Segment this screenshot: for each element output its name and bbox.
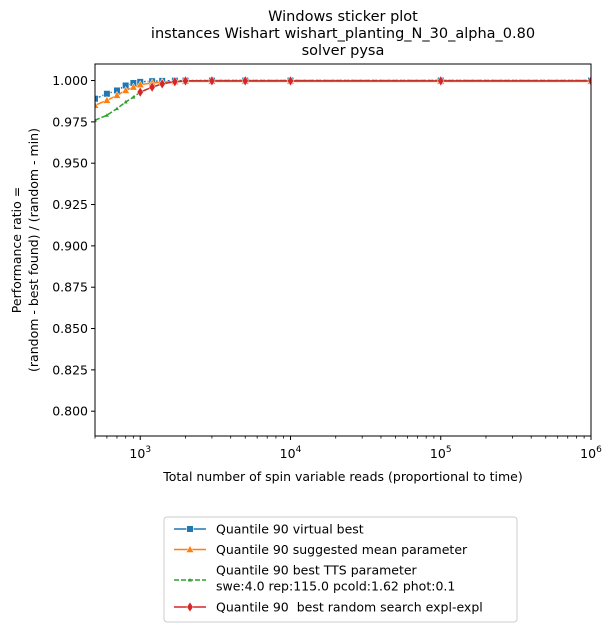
data-point <box>121 85 130 94</box>
legend: Quantile 90 virtual best Quantile 90 sugg… <box>163 516 518 623</box>
y-tick-label: 0.900 <box>52 238 88 253</box>
y-tick-label: 0.925 <box>52 197 88 212</box>
data-point <box>112 90 122 99</box>
x-tick-label: 106 <box>580 445 602 461</box>
data-point <box>148 81 156 93</box>
data-point <box>104 113 109 117</box>
x-tick-label: 105 <box>430 445 452 461</box>
legend-entry: Quantile 90 best random search expl-expl <box>216 600 483 615</box>
series-line <box>139 80 591 93</box>
data-point <box>102 95 112 104</box>
data-point <box>114 106 119 111</box>
legend-entry: Quantile 90 best TTS parameter <box>216 563 418 578</box>
chart-title-line: instances Wishart wishart_planting_N_30_… <box>151 26 535 42</box>
y-tick-label: 0.875 <box>52 280 88 295</box>
data-point <box>587 75 591 87</box>
legend-marker <box>186 601 194 613</box>
y-axis-label-line: (random - best found) / (random - min) <box>26 128 41 372</box>
legend-marker <box>186 525 194 533</box>
data-point <box>123 100 128 104</box>
x-axis: 103 104 105 106 <box>94 436 602 461</box>
series-line <box>95 79 591 121</box>
series-line <box>95 80 591 107</box>
data-point <box>131 95 136 99</box>
series-2 <box>95 76 591 109</box>
data-point <box>136 86 144 98</box>
y-axis-label-line: Performance ratio = <box>9 187 24 313</box>
data-point <box>171 76 179 88</box>
x-tick-label: 104 <box>280 445 302 461</box>
data-point <box>241 75 249 87</box>
y-tick-label: 0.825 <box>52 362 88 377</box>
data-point <box>95 100 100 109</box>
data-point <box>181 75 189 87</box>
data-point <box>437 75 445 87</box>
legend-box <box>163 516 518 623</box>
y-axis-label: Performance ratio = (random - best found)… <box>9 128 41 372</box>
plot-area-frame <box>94 63 592 437</box>
x-axis-label: Total number of spin variable reads (pro… <box>162 469 523 484</box>
data-point <box>158 78 166 90</box>
y-tick-label: 0.975 <box>52 114 88 129</box>
legend-entry: Quantile 90 virtual best <box>216 522 364 537</box>
legend-entry: Quantile 90 suggested mean parameter <box>216 542 468 557</box>
data-point <box>129 82 138 91</box>
legend-entry-detail: swe:4.0 rep:115.0 pcold:1.62 phot:0.1 <box>216 579 455 594</box>
legend-marker <box>185 544 195 553</box>
chart-title-line: solver pysa <box>302 43 385 59</box>
x-tick-label: 103 <box>129 445 151 461</box>
y-tick-label: 0.850 <box>52 321 88 336</box>
series-4 <box>136 75 591 98</box>
legend-marker <box>188 578 192 582</box>
data-point <box>286 75 294 87</box>
y-tick-label: 0.800 <box>52 404 88 419</box>
y-tick-label: 1.000 <box>52 73 88 88</box>
data-point <box>208 75 216 87</box>
y-axis: 0.800 0.825 0.850 0.875 0.900 0.925 0.950 0.975… <box>52 73 95 419</box>
chart-title-line: Windows sticker plot <box>268 9 418 25</box>
series-3 <box>95 78 591 122</box>
y-tick-label: 0.950 <box>52 156 88 171</box>
series-group <box>95 75 591 122</box>
data-point <box>95 95 99 103</box>
